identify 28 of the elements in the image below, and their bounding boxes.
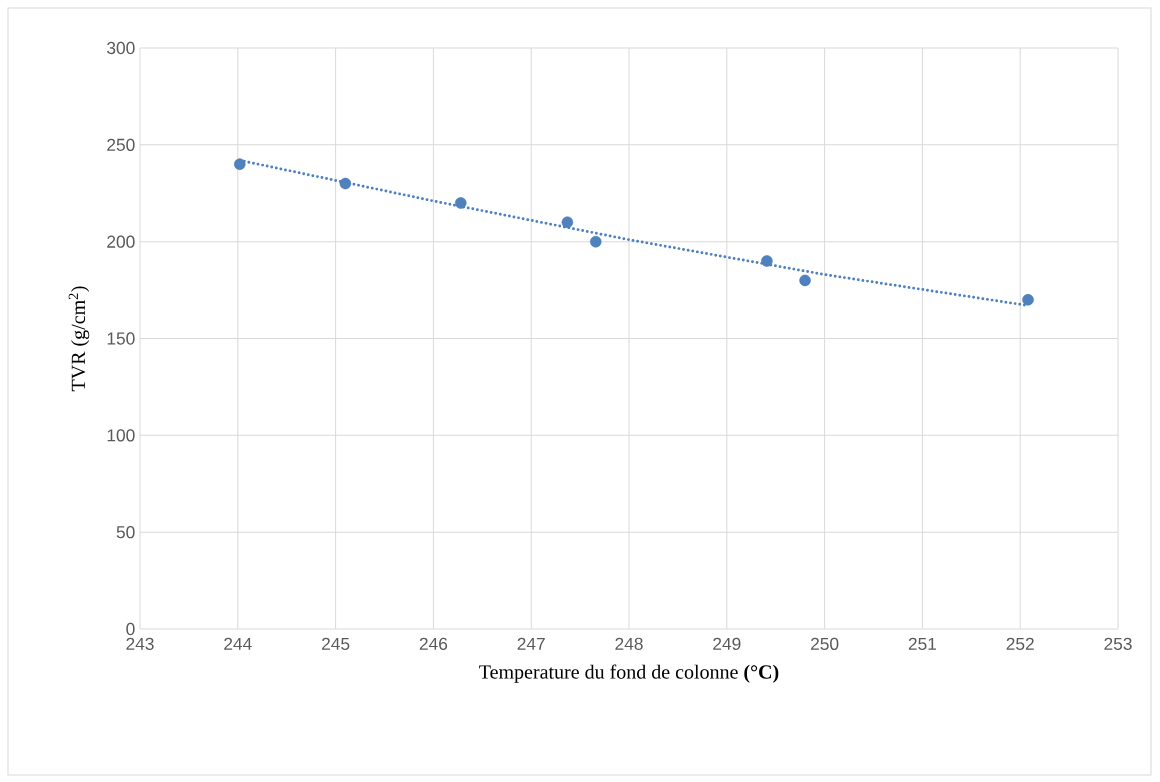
x-tick-label: 251 — [908, 637, 937, 650]
x-axis-title: Temperature du fond de colonne (°C) — [479, 664, 779, 683]
y-tick-label: 100 — [107, 429, 135, 442]
x-tick-label: 246 — [419, 637, 448, 650]
y-tick-label: 0 — [126, 622, 135, 636]
x-tick-label: 244 — [224, 637, 252, 650]
point — [1022, 293, 1034, 306]
y-tick-label: 150 — [107, 332, 135, 345]
y-tick-label: 200 — [107, 235, 135, 248]
x-tick-label: 249 — [713, 637, 741, 650]
point — [233, 158, 246, 170]
x-tick-label: 247 — [517, 637, 545, 650]
x-tick-label: 243 — [126, 637, 154, 650]
x-tick-label: 252 — [1006, 637, 1034, 650]
point — [589, 235, 602, 248]
y-tick-label: 300 — [107, 41, 135, 55]
y-axis-title: TVR (g/cm$^{2}$) — [68, 286, 90, 392]
point — [455, 197, 467, 209]
x-tick-label: 248 — [615, 637, 643, 650]
x-tick-label: 250 — [811, 637, 839, 650]
x-tick-label: 245 — [322, 637, 350, 650]
y-tick-label: 250 — [107, 138, 135, 151]
point — [799, 274, 811, 287]
point — [761, 255, 773, 267]
y-tick-label: 50 — [116, 526, 135, 539]
point — [339, 177, 352, 190]
point — [561, 216, 574, 229]
x-tick-label: 253 — [1104, 637, 1132, 650]
